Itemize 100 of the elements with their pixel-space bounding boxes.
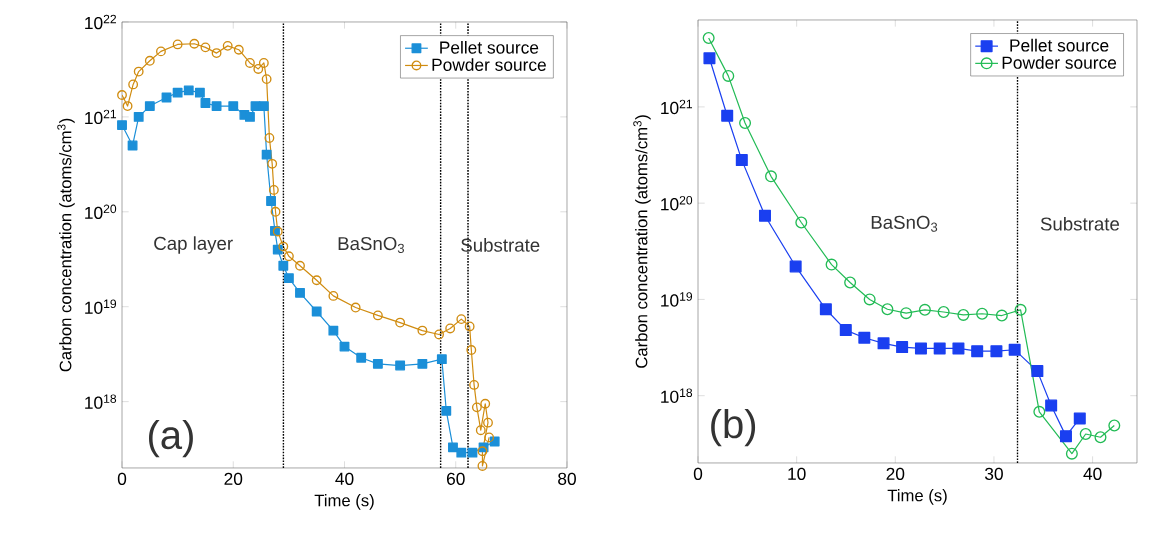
point — [1059, 430, 1072, 443]
point — [128, 79, 139, 90]
point — [436, 354, 447, 365]
point — [183, 85, 194, 96]
point — [1008, 343, 1021, 356]
point — [133, 111, 144, 122]
point — [127, 140, 138, 151]
x-tick-label: 10 — [788, 467, 806, 480]
x-tick-label: 40 — [1083, 467, 1102, 480]
point — [311, 275, 322, 286]
point — [228, 101, 239, 112]
point — [758, 209, 771, 222]
point — [990, 345, 1003, 358]
y-tick-label: 10$^{19}$ — [85, 299, 117, 314]
point — [395, 360, 406, 371]
point — [117, 90, 127, 100]
y-tick-label: 10$^{19}$ — [661, 292, 693, 307]
point — [189, 38, 200, 49]
point — [1045, 399, 1058, 412]
x-tick-label: 40 — [335, 472, 354, 485]
point — [270, 206, 281, 217]
point — [789, 260, 802, 273]
point — [339, 341, 350, 352]
point — [480, 398, 491, 409]
point — [464, 321, 475, 332]
point — [258, 101, 269, 112]
point — [278, 241, 289, 252]
point — [245, 58, 255, 68]
point — [417, 358, 428, 369]
point — [957, 308, 970, 321]
point — [278, 260, 289, 271]
point — [739, 117, 752, 130]
point — [825, 258, 838, 271]
point — [976, 307, 989, 320]
point — [268, 184, 279, 195]
point — [233, 44, 244, 55]
point — [475, 425, 486, 436]
annotation: BaSnO$_{3}$ — [338, 236, 405, 253]
point — [133, 66, 144, 77]
y-axis-title: Carbon concentration (atoms/cm$^{3}$) — [633, 115, 651, 368]
point — [200, 98, 211, 108]
point — [1014, 303, 1027, 316]
annotation: (a) — [149, 419, 193, 458]
y-tick-label: 10$^{20}$ — [85, 204, 117, 220]
x-tick-label: 60 — [446, 472, 465, 485]
point — [881, 303, 894, 316]
y-tick-label: 10$^{22}$ — [85, 14, 117, 30]
point — [721, 109, 734, 122]
point — [722, 69, 735, 82]
point — [735, 154, 748, 167]
annotation: Substrate — [461, 238, 540, 252]
point — [245, 111, 255, 122]
point — [900, 307, 913, 320]
point — [144, 101, 155, 112]
point — [483, 417, 493, 428]
point — [295, 260, 305, 271]
point — [448, 442, 458, 453]
point — [839, 324, 852, 337]
point — [328, 290, 339, 301]
x-tick-label: 20 — [886, 467, 905, 480]
point — [466, 345, 477, 355]
x-axis-title: Time (s) — [314, 494, 374, 510]
point — [819, 303, 832, 316]
point — [264, 133, 275, 143]
y-tick-label: 10$^{21}$ — [85, 109, 117, 125]
point — [477, 446, 488, 457]
point — [445, 323, 456, 334]
point — [350, 302, 361, 313]
point — [122, 101, 133, 112]
point — [311, 306, 322, 317]
point — [356, 352, 367, 363]
x-tick-label: 0 — [693, 467, 703, 480]
point — [156, 46, 166, 57]
point — [858, 331, 871, 344]
point — [253, 64, 264, 74]
point — [918, 303, 931, 316]
point — [456, 314, 467, 325]
point — [222, 40, 233, 51]
point — [467, 447, 478, 458]
point — [937, 306, 950, 319]
x-axis-title: Time (s) — [887, 489, 947, 505]
point — [372, 358, 383, 369]
point — [295, 287, 305, 298]
legend-label: Powder source — [1002, 56, 1117, 69]
point — [469, 379, 480, 390]
point — [1094, 431, 1107, 444]
point — [200, 42, 211, 53]
y-axis-title: Carbon concentration (atoms/cm$^{3}$) — [57, 118, 75, 372]
y-tick-label: 10$^{21}$ — [661, 99, 693, 115]
y-tick-label: 10$^{20}$ — [661, 195, 693, 211]
point — [172, 39, 183, 50]
point — [471, 402, 482, 413]
point — [844, 276, 857, 289]
point — [211, 48, 222, 59]
point — [283, 273, 294, 284]
point — [211, 101, 222, 112]
y-tick-label: 10$^{18}$ — [661, 388, 693, 403]
point — [261, 149, 272, 160]
point — [952, 342, 965, 355]
point — [1065, 447, 1078, 460]
